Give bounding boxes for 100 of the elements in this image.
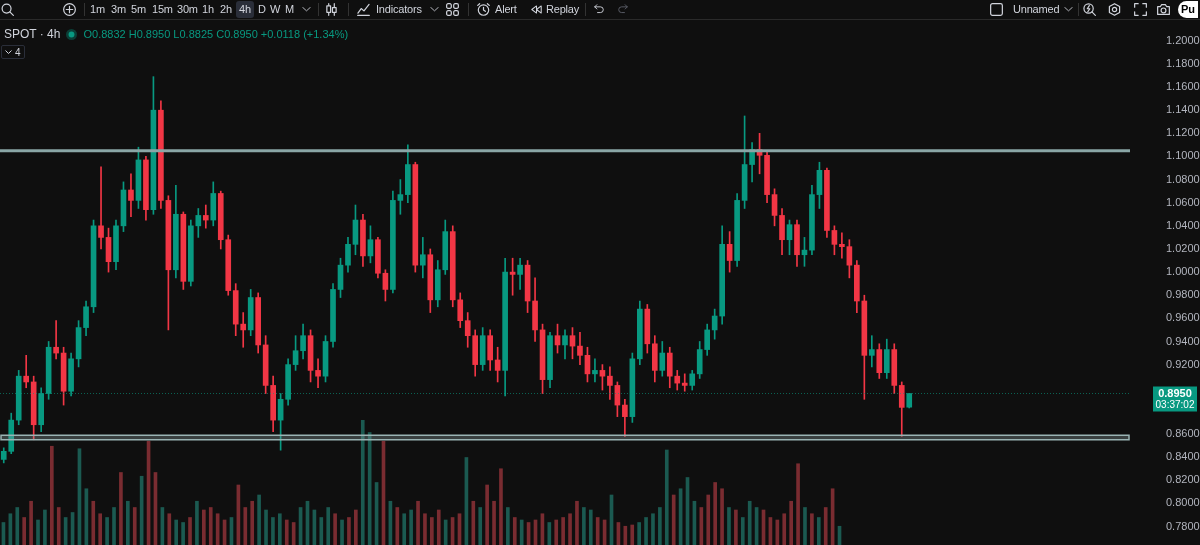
y-tick-label: 1.1000 (1166, 149, 1200, 162)
bar (319, 517, 324, 545)
bar (271, 517, 275, 545)
candlestick (592, 358, 598, 383)
bar (436, 509, 441, 545)
bar (478, 507, 483, 545)
bar (512, 517, 517, 545)
y-tick-label: 1.2000 (1166, 33, 1200, 46)
annotation: 4 (15, 46, 21, 58)
bar (181, 522, 185, 545)
bar (747, 500, 752, 545)
bar (278, 513, 282, 545)
bar (568, 513, 572, 545)
bar (595, 517, 600, 545)
bar (43, 509, 47, 545)
bar (658, 507, 662, 545)
bar (56, 507, 61, 545)
bar (713, 482, 717, 545)
bar (112, 507, 116, 545)
bar (98, 513, 103, 545)
y-tick-label: 0.8200 (1166, 473, 1200, 486)
y-tick-label: 1.0400 (1166, 218, 1200, 231)
bar (575, 500, 579, 545)
bar (789, 500, 793, 545)
bar (340, 519, 344, 545)
bar (720, 488, 724, 545)
bar (119, 472, 123, 545)
bar (443, 519, 448, 545)
y-tick-label: 0.9200 (1166, 357, 1200, 370)
y-tick-label: 0.9600 (1166, 311, 1200, 324)
y-tick-label: 0.7800 (1166, 519, 1200, 532)
bar (623, 525, 628, 545)
bar (257, 494, 261, 545)
bar (326, 507, 331, 545)
y-tick-label: 1.1400 (1166, 103, 1200, 116)
bar (22, 517, 27, 545)
text: O0.8832 H0.8950 L0.8825 C0.8950 +0.0118 (+1.34%) (83, 28, 349, 40)
bar (250, 500, 255, 545)
bar (740, 517, 745, 545)
bar (29, 500, 33, 545)
bar (402, 513, 407, 545)
bar (423, 513, 427, 545)
bar (499, 468, 503, 545)
y-tick-label: 0.8400 (1166, 450, 1200, 463)
bar (561, 517, 565, 545)
bar (810, 513, 814, 545)
bar (519, 519, 524, 545)
bar (582, 507, 586, 545)
bar (195, 500, 199, 545)
bar (671, 494, 676, 545)
bar (554, 519, 559, 545)
toggle-button: 4 (1, 45, 25, 59)
candlestick (128, 173, 134, 217)
bar (126, 500, 130, 545)
candlestick (240, 312, 247, 348)
y-tick-label: 1.1600 (1166, 80, 1200, 93)
bar (644, 517, 648, 545)
bar (202, 509, 206, 545)
bar (816, 517, 821, 545)
bar (347, 517, 351, 545)
bar (430, 517, 434, 545)
bar (15, 507, 20, 545)
bar (284, 519, 289, 545)
bar (49, 445, 54, 545)
bar (651, 513, 655, 545)
bar (823, 507, 828, 545)
candlestick (53, 320, 59, 360)
bar (91, 500, 96, 545)
candlestick (315, 358, 321, 389)
bar (354, 509, 358, 545)
bar (664, 449, 669, 545)
y-tick-label: 0.9800 (1166, 288, 1200, 301)
bar (734, 509, 738, 545)
y-tick-label: 1.1800 (1166, 56, 1200, 69)
bar (630, 524, 635, 545)
candlestick (98, 166, 104, 250)
bar (506, 507, 510, 545)
bar (395, 507, 400, 545)
bar (637, 522, 641, 545)
bar (132, 507, 137, 545)
bar (796, 463, 800, 545)
bar (174, 519, 179, 545)
bar (416, 500, 420, 545)
bar (105, 517, 109, 545)
bar (333, 513, 337, 545)
bar (264, 509, 268, 545)
bar (727, 507, 731, 545)
bar (243, 507, 248, 545)
bar (188, 517, 192, 545)
bar (706, 494, 711, 545)
y-tick-label: 1.0600 (1166, 195, 1200, 208)
y-tick-label: 0.8000 (1166, 496, 1200, 509)
bar (782, 513, 787, 545)
candlestick (868, 335, 875, 368)
candlestick (202, 204, 209, 229)
y-tick-label: 1.1200 (1166, 126, 1200, 139)
toolbar: 1m 3m 5m 15m 30m 1h 2h 4h D W M Indicators Alert Replay Unnamed Pu (0, 0, 1200, 20)
candlestick (839, 232, 845, 259)
y-tick-label: 0.8600 (1166, 427, 1200, 440)
bar (36, 519, 40, 545)
